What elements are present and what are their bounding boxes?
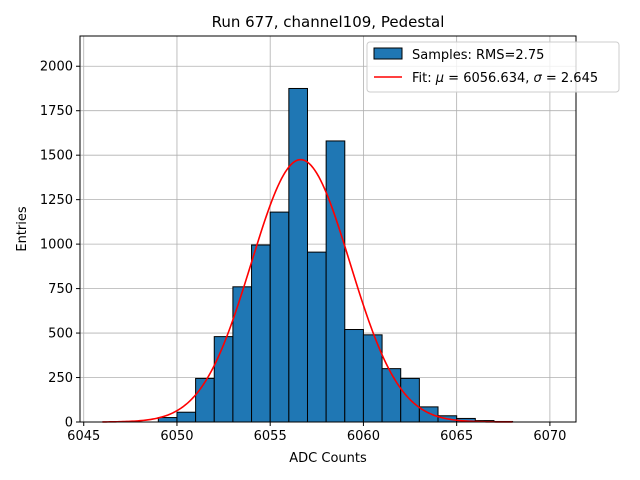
legend-label-samples: Samples: RMS=2.75 (412, 48, 544, 63)
histogram-bar (288, 87, 308, 423)
legend: Samples: RMS=2.75 Fit: μ = 6056.634, σ =… (366, 41, 620, 93)
fit-curve (102, 158, 513, 423)
histogram-bars (157, 87, 514, 423)
fit-curve-layer (102, 158, 513, 423)
chart-title: Run 677, channel109, Pedestal (212, 13, 445, 31)
histogram-bar (232, 286, 253, 423)
y-tick-label: 250 (48, 371, 73, 386)
x-axis-label: ADC Counts (289, 451, 367, 466)
histogram-bar (157, 417, 178, 423)
y-tick-label: 2000 (40, 60, 73, 75)
x-tick-label: 6055 (254, 429, 287, 444)
y-axis-label: Entries (15, 206, 30, 252)
y-tick-label: 500 (48, 327, 73, 342)
y-tick-label: 1000 (40, 238, 73, 253)
histogram-bar (344, 329, 364, 423)
histogram-bar (195, 377, 215, 423)
y-tick-label: 1500 (40, 149, 73, 164)
histogram-bar (306, 251, 327, 423)
axes-frame (79, 35, 577, 423)
x-tick-label: 6065 (440, 429, 473, 444)
x-tick-label: 6070 (533, 429, 566, 444)
legend-box (366, 41, 620, 93)
x-tick-label: 6060 (347, 429, 380, 444)
legend-label-fit: Fit: μ = 6056.634, σ = 2.645 (412, 71, 598, 86)
histogram-bar (251, 244, 271, 423)
y-axis-ticks: 0 250 500 750 1000 1250 1500 1750 2000 (40, 60, 80, 431)
histogram-bar (176, 411, 197, 423)
histogram-bar (325, 140, 346, 423)
x-tick-label: 6050 (160, 429, 193, 444)
x-tick-label: 6045 (67, 429, 100, 444)
legend-swatch-samples (373, 47, 403, 60)
y-tick-label: 1750 (40, 104, 73, 119)
y-tick-label: 0 (65, 416, 73, 431)
x-axis-ticks: 6045 6050 6055 6060 6065 6070 (67, 422, 566, 444)
histogram-bar (269, 211, 290, 423)
y-tick-label: 750 (48, 282, 73, 297)
histogram-bar (381, 368, 402, 423)
histogram-bar (213, 336, 234, 423)
y-tick-label: 1250 (40, 193, 73, 208)
